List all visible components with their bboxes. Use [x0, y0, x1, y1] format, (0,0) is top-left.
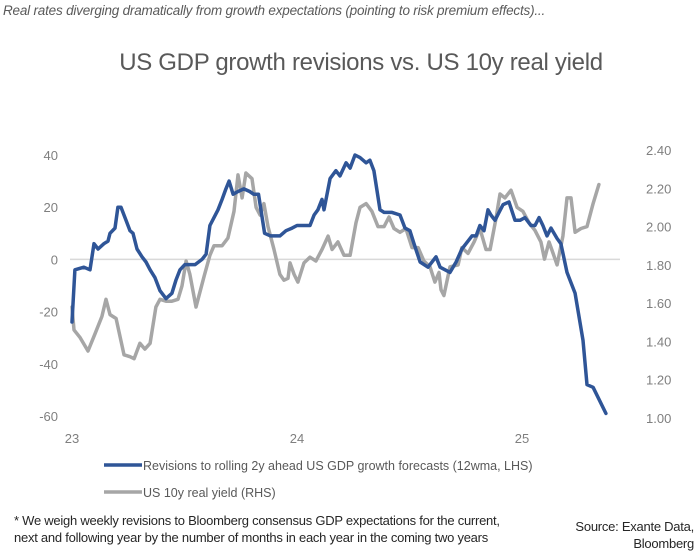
right-tick-label: 2.40 — [646, 143, 671, 158]
x-tick-label: 25 — [515, 431, 529, 446]
footnote-line-2: next and following year by the number of… — [14, 530, 488, 545]
x-tick-label: 23 — [65, 431, 79, 446]
x-tick-label: 24 — [290, 431, 304, 446]
chart: 40 20 0 -20 -40 -60 2.40 2.20 2.00 1.80 1.60 1.40 1… — [39, 143, 671, 500]
footnote: * We weigh weekly revisions to Bloomberg… — [14, 512, 500, 546]
source-line-2: Bloomberg — [633, 536, 694, 551]
left-axis: 40 20 0 -20 -40 -60 — [39, 148, 58, 424]
right-tick-label: 1.40 — [646, 334, 671, 349]
source-note: Source: Exante Data, Bloomberg — [575, 518, 694, 552]
series-line-gdp-revisions — [70, 153, 608, 416]
right-tick-label: 1.00 — [646, 411, 671, 426]
legend-label-revisions: Revisions to rolling 2y ahead US GDP gro… — [143, 459, 533, 473]
legend: Revisions to rolling 2y ahead US GDP gro… — [104, 459, 533, 500]
right-tick-label: 1.80 — [646, 258, 671, 273]
left-tick-label: 40 — [44, 148, 58, 163]
legend-label-real-yield: US 10y real yield (RHS) — [143, 486, 276, 500]
left-tick-label: -20 — [39, 305, 58, 320]
source-line-1: Source: Exante Data, — [575, 519, 694, 534]
series-layer — [70, 153, 608, 416]
chart-subtitle: Real rates diverging dramatically from g… — [3, 3, 546, 18]
right-tick-label: 1.20 — [646, 373, 671, 388]
right-tick-label: 1.60 — [646, 296, 671, 311]
footnote-line-1: * We weigh weekly revisions to Bloomberg… — [14, 513, 500, 528]
chart-title: US GDP growth revisions vs. US 10y real … — [119, 49, 603, 76]
series-line-real-yield — [70, 171, 601, 361]
right-axis: 2.40 2.20 2.00 1.80 1.60 1.40 1.20 1.00 — [646, 143, 671, 426]
left-tick-label: 0 — [51, 252, 58, 267]
left-tick-label: 20 — [44, 200, 58, 215]
x-axis: 23 24 25 — [65, 431, 529, 446]
right-tick-label: 2.00 — [646, 220, 671, 235]
left-tick-label: -60 — [39, 409, 58, 424]
left-tick-label: -40 — [39, 357, 58, 372]
right-tick-label: 2.20 — [646, 181, 671, 196]
